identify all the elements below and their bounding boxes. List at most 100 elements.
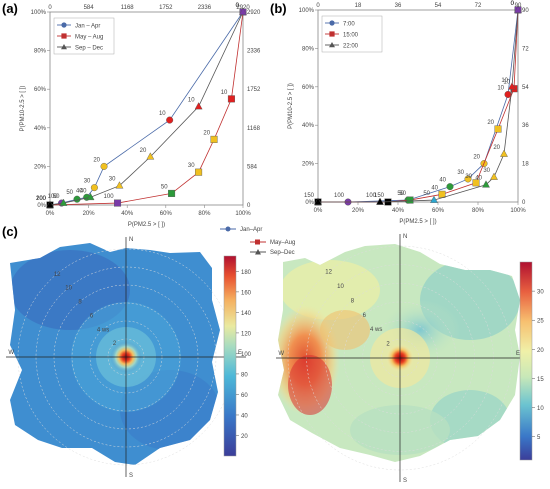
data-point xyxy=(490,172,498,180)
right-tick-label: 2336 xyxy=(247,49,261,55)
colorbar-label: 20 xyxy=(537,348,544,354)
colorbar-label: 100 xyxy=(241,352,252,358)
ring-label: 2 xyxy=(386,342,390,348)
colorbar-label: 60 xyxy=(241,393,248,399)
data-label: 150 xyxy=(304,193,315,199)
data-label: 100 xyxy=(366,193,377,199)
direction-w: W xyxy=(278,351,284,357)
direction-w: W xyxy=(8,350,14,356)
x-tick-label: 100% xyxy=(235,211,251,217)
data-label: 0 xyxy=(236,3,240,9)
x-axis-label: P(PM2.5 > [ ]) xyxy=(399,219,436,225)
data-label: 40 xyxy=(439,178,446,184)
y-tick-label: 80% xyxy=(34,49,47,55)
top-tick-label: 1168 xyxy=(121,5,135,11)
data-point xyxy=(376,197,384,205)
y-tick-label: 100% xyxy=(31,10,47,16)
colorbar-label: 140 xyxy=(241,311,252,317)
direction-s: S xyxy=(403,478,407,484)
plot-frame-b xyxy=(317,9,519,203)
top-tick-label: 2336 xyxy=(198,5,212,11)
data-label: 10 xyxy=(188,98,195,104)
ring-label: 10 xyxy=(337,284,344,290)
panel-label-b: (b) xyxy=(270,1,287,16)
top-tick-label: 0 xyxy=(316,3,320,9)
legend-marker xyxy=(61,22,67,28)
top-tick-label: 1752 xyxy=(159,5,173,11)
x-tick-label: 60% xyxy=(160,211,173,217)
right-tick-label: 90 xyxy=(522,8,529,14)
colorbar-label: 25 xyxy=(537,319,544,325)
data-label: 0 xyxy=(511,1,515,7)
data-point xyxy=(508,82,516,90)
data-point xyxy=(500,149,508,157)
legend-marker xyxy=(61,33,67,39)
data-label: 30 xyxy=(84,179,91,185)
c-legend-sep-dec: Sep–Dec xyxy=(270,250,295,256)
data-point xyxy=(114,199,122,207)
colorbar-label: 80 xyxy=(241,372,248,378)
chart-b: 0% 20% 40% 60% 80% 100%0%20%40%60%80%100%0 18 3… xyxy=(288,1,529,225)
y-tick-label: 20% xyxy=(34,164,47,170)
data-point xyxy=(73,195,81,203)
colorbar-label: 20 xyxy=(241,434,248,440)
data-label: 50 xyxy=(66,190,73,196)
top-tick-label: 18 xyxy=(355,3,362,9)
right-tick-label: 18 xyxy=(522,162,529,168)
legend-marker xyxy=(329,20,335,26)
data-point xyxy=(446,183,454,191)
x-tick-label: 40% xyxy=(392,208,405,214)
colorbar-label: 5 xyxy=(537,435,541,441)
legend-entry-22-00: 22:00 xyxy=(343,44,359,50)
x-tick-label: 40% xyxy=(121,211,134,217)
legend-marker-jan-apr xyxy=(225,226,231,232)
top-tick-label: 36 xyxy=(395,3,402,9)
y-tick-label: 100% xyxy=(299,8,315,14)
direction-s: S xyxy=(129,473,133,479)
chart-a: 0% 20% 40% 60% 80% 100%0%20%40%60%80%100%0 584… xyxy=(20,3,261,228)
colorbar-label: 180 xyxy=(241,270,252,276)
top-tick-label: 72 xyxy=(475,3,482,9)
ring-label: 12 xyxy=(325,270,332,276)
colorbar-label: 160 xyxy=(241,290,252,296)
top-tick-label: 54 xyxy=(435,3,442,9)
c-legend: Jan–Apr May–Aug Sep–Dec xyxy=(220,226,295,256)
legend-marker xyxy=(329,42,335,48)
colorbar-left: 20 40 60 80 100 120 140 160 180 xyxy=(223,255,252,457)
data-label: 40 xyxy=(475,176,482,182)
data-point xyxy=(482,180,490,188)
data-label: 200 xyxy=(36,196,47,202)
colorbar-right: 5 10 15 20 25 30 xyxy=(519,261,544,461)
data-point xyxy=(210,135,218,143)
x-tick-label: 20% xyxy=(352,208,365,214)
plot-frame-a xyxy=(49,11,244,206)
legend-entry-sep-dec: Sep – Dec xyxy=(75,46,103,52)
right-tick-label: 36 xyxy=(522,123,529,129)
polar-heatmap-right: 2 4 ws 6 8 10 12 N E S W xyxy=(276,234,524,484)
data-label: 100 xyxy=(48,194,59,200)
data-label: 100 xyxy=(36,196,47,202)
legend-marker-may-aug xyxy=(255,239,260,245)
data-point xyxy=(195,168,203,176)
data-point xyxy=(464,175,472,183)
data-label: 0 xyxy=(236,3,240,9)
right-tick-label: 0 xyxy=(247,203,251,209)
panel-label-c: (c) xyxy=(2,224,18,239)
data-point xyxy=(406,196,414,204)
data-point xyxy=(227,95,235,103)
data-label: 200 xyxy=(36,196,47,202)
data-label: 40 xyxy=(80,188,87,194)
polar-grid-right: 2 4 ws 6 8 10 12 N E S W xyxy=(276,234,524,484)
legend-entry-may-aug: May – Aug xyxy=(75,35,103,41)
data-point xyxy=(146,152,155,160)
legend-entry-15-00: 15:00 xyxy=(343,33,359,39)
legend-marker xyxy=(329,31,335,37)
ring-label: 8 xyxy=(78,300,82,306)
y-tick-label: 0% xyxy=(305,200,314,206)
x-tick-label: 0% xyxy=(314,208,323,214)
right-tick-label: 72 xyxy=(522,46,529,52)
data-label: 20 xyxy=(93,157,100,163)
